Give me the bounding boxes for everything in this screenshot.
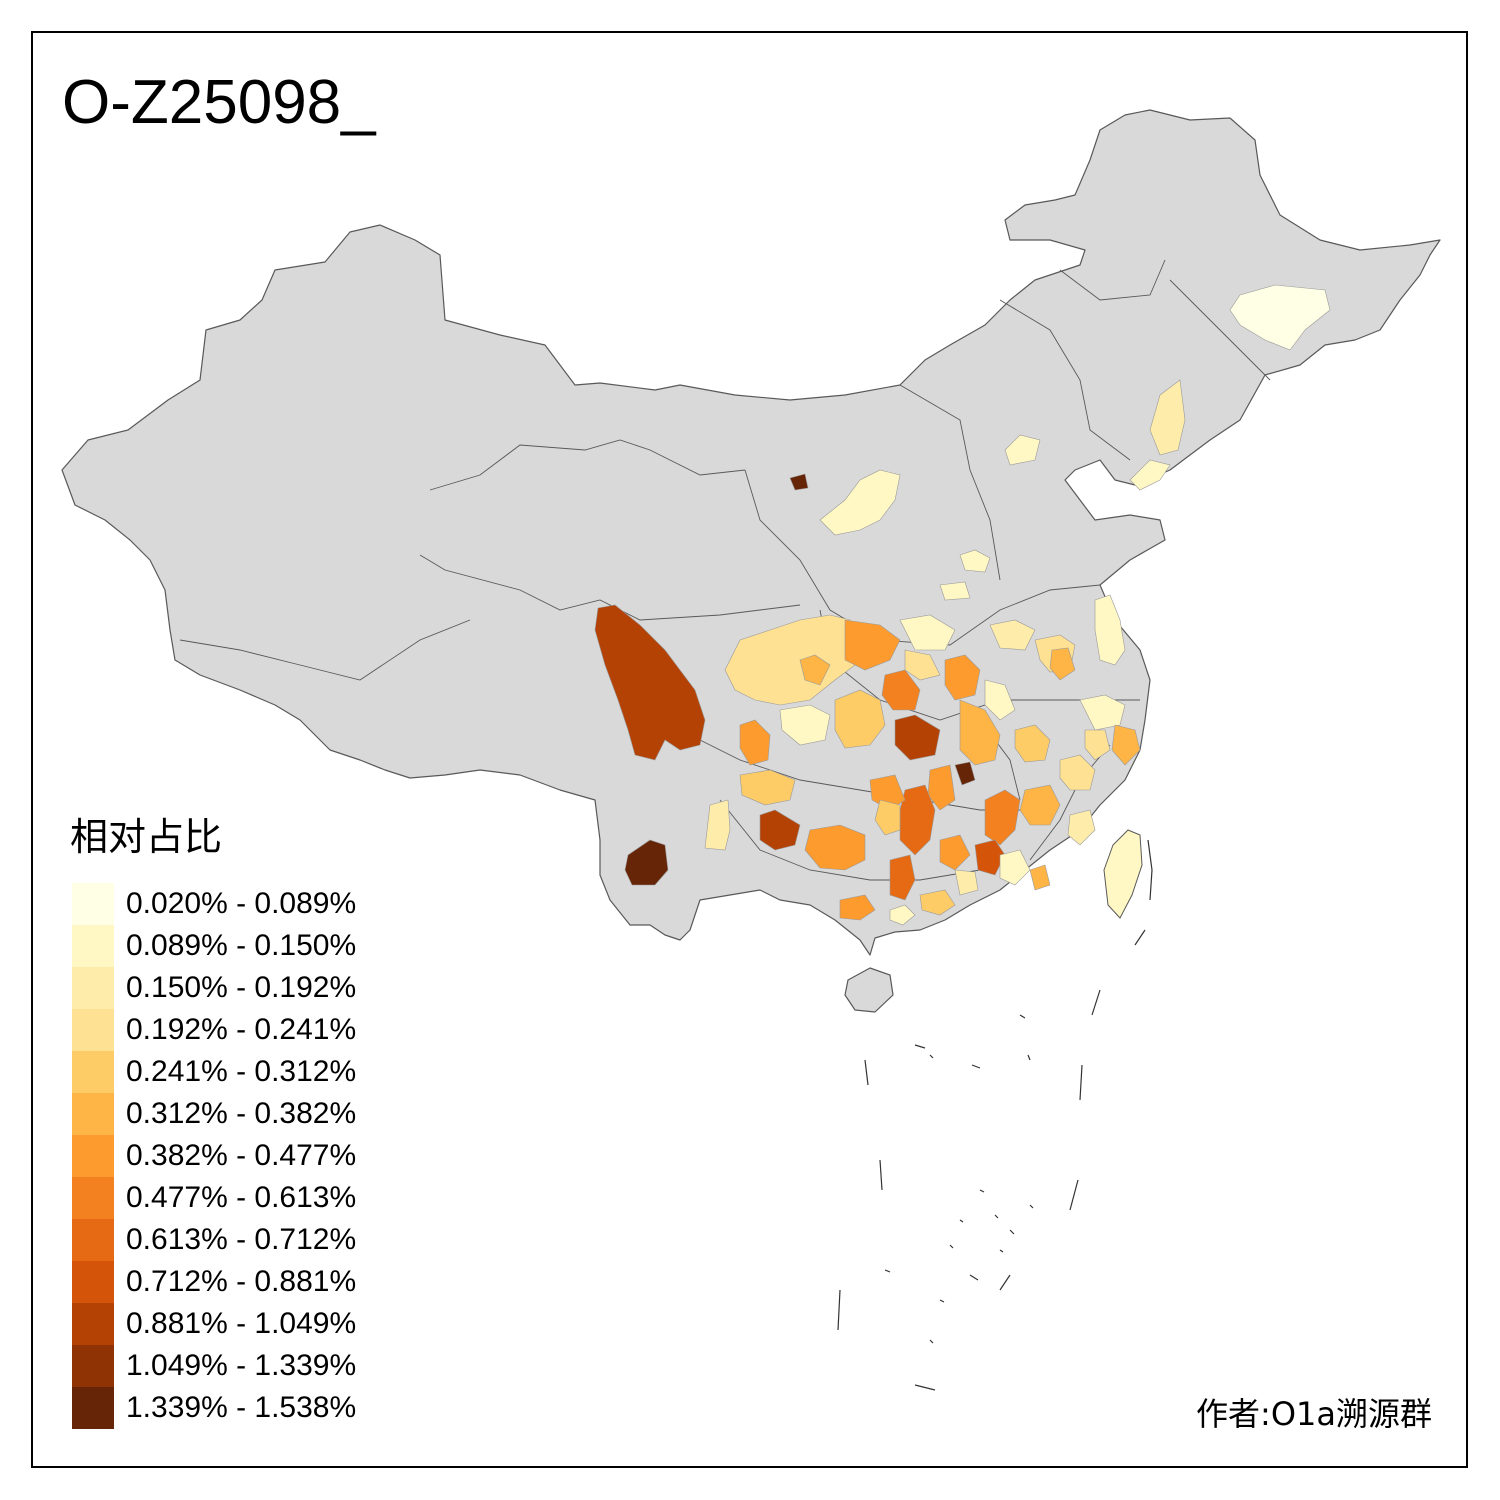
map-region — [819, 469, 901, 536]
legend-swatch — [72, 1093, 114, 1135]
legend-swatch — [72, 1303, 114, 1345]
map-region — [939, 834, 971, 871]
map-frame — [31, 31, 1468, 1468]
map-region — [984, 679, 1016, 721]
map-region — [839, 894, 876, 921]
map-region — [739, 719, 771, 766]
map-region — [989, 619, 1036, 651]
legend-label: 0.150% - 0.192% — [126, 971, 357, 1004]
map-region — [904, 649, 941, 681]
map-region — [954, 761, 976, 786]
legend-swatch — [72, 883, 114, 925]
map-region — [1019, 784, 1061, 826]
legend-swatch — [72, 925, 114, 967]
map-region — [1149, 379, 1186, 456]
map-region — [944, 654, 981, 701]
map-region — [844, 619, 901, 671]
map-region — [1067, 809, 1096, 846]
map-region — [724, 614, 861, 706]
map-region — [874, 799, 901, 836]
map-region — [954, 869, 979, 896]
map-region — [1004, 434, 1041, 466]
map-region — [834, 689, 886, 749]
map-region — [889, 904, 916, 926]
author-credit: 作者:O1a溯源群 — [1196, 1395, 1432, 1433]
map-region — [804, 824, 866, 871]
western-landmass — [61, 109, 1441, 956]
legend-label: 0.881% - 1.049% — [126, 1307, 357, 1340]
map-region — [1049, 647, 1076, 681]
legend-label: 0.089% - 0.150% — [126, 929, 357, 962]
legend-swatch — [72, 1051, 114, 1093]
map-region — [1094, 594, 1126, 666]
map-region — [939, 581, 971, 601]
map-region — [1029, 864, 1051, 891]
legend-swatch — [72, 1261, 114, 1303]
map-region — [919, 889, 956, 916]
legend-swatch — [72, 1345, 114, 1387]
taiwan-island — [1103, 829, 1143, 919]
base-land — [61, 109, 1441, 1013]
legend-swatch — [72, 1177, 114, 1219]
legend-swatch — [72, 1135, 114, 1177]
legend-label: 0.382% - 0.477% — [126, 1139, 357, 1172]
legend-swatch — [72, 1009, 114, 1051]
south-china-sea-islands — [837, 839, 1153, 1391]
map-region — [704, 799, 731, 851]
map-region — [799, 654, 831, 686]
map-region — [1229, 284, 1331, 351]
legend-label: 1.339% - 1.538% — [126, 1391, 357, 1424]
map-region — [984, 789, 1021, 846]
legend-label: 0.312% - 0.382% — [126, 1097, 357, 1130]
legend-label: 0.477% - 0.613% — [126, 1181, 357, 1214]
map-region — [1084, 729, 1111, 761]
legend-label: 0.020% - 0.089% — [126, 887, 357, 920]
map-region — [889, 854, 916, 901]
map-title: O-Z25098_ — [62, 68, 376, 137]
map-region — [594, 604, 706, 761]
legend-swatch — [72, 967, 114, 1009]
map-region — [759, 809, 801, 851]
legend-swatch — [72, 1219, 114, 1261]
map-region — [739, 769, 796, 806]
hainan-island — [844, 967, 894, 1013]
legend-label: 0.241% - 0.312% — [126, 1055, 357, 1088]
map-region — [1129, 459, 1171, 491]
map-region — [624, 839, 669, 886]
legend-label: 0.613% - 0.712% — [126, 1223, 357, 1256]
map-region — [959, 549, 991, 573]
map-region — [789, 473, 809, 491]
map-region — [899, 614, 956, 651]
map-region — [927, 764, 956, 811]
map-region — [779, 704, 831, 746]
map-region — [1079, 694, 1126, 731]
map-region — [1014, 724, 1051, 763]
map-region — [1111, 724, 1141, 766]
legend-title: 相对占比 — [70, 815, 223, 859]
map-region — [999, 849, 1031, 886]
legend-label: 0.192% - 0.241% — [126, 1013, 357, 1046]
map-region — [894, 714, 941, 761]
colored-regions — [594, 284, 1331, 926]
map-region — [959, 699, 1001, 766]
map-region — [1059, 754, 1096, 791]
legend-label: 1.049% - 1.339% — [126, 1349, 357, 1382]
legend-swatch — [72, 1387, 114, 1429]
legend-label: 0.712% - 0.881% — [126, 1265, 357, 1298]
